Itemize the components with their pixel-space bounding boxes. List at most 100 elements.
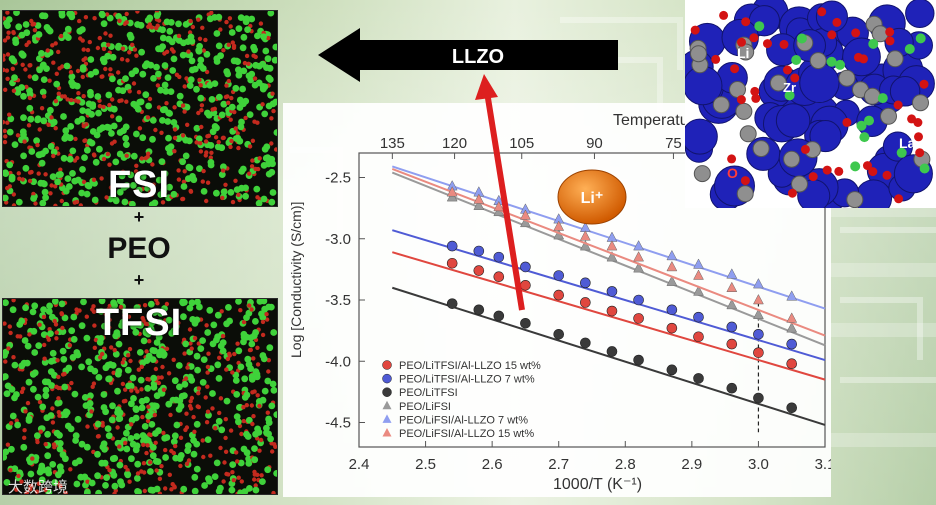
data-point xyxy=(666,260,678,272)
top-tick-label: 105 xyxy=(509,135,534,152)
x-axis-label: 1000/T (K⁻¹) xyxy=(553,476,642,493)
fit-line xyxy=(391,165,826,310)
fit-line xyxy=(391,167,826,337)
data-point xyxy=(753,347,764,358)
tfsi-label: TFSI xyxy=(95,302,183,344)
top-tick-label: 120 xyxy=(442,135,467,152)
data-point xyxy=(693,285,704,296)
red-up-arrow xyxy=(475,74,525,311)
data-point xyxy=(579,230,591,241)
x-tick-label: 2.5 xyxy=(415,456,436,473)
data-point xyxy=(473,193,485,204)
legend-label: PEO/LiFSI/Al-LLZO 15 wt% xyxy=(399,428,534,440)
watermark: 大数跨境 xyxy=(8,478,69,496)
y-axis-label: Log [Conductivity (S/cm)] xyxy=(288,202,304,358)
crystal-atoms: Li Zr La O xyxy=(679,0,935,217)
fit-line xyxy=(392,251,826,381)
data-point xyxy=(693,373,704,384)
llzo-arrow: LLZO xyxy=(318,28,618,82)
data-point xyxy=(580,297,591,308)
data-point xyxy=(473,304,485,316)
data-point xyxy=(579,240,591,251)
o-atom-label: O xyxy=(727,165,738,181)
data-point xyxy=(446,240,458,252)
li-ion-label: Li⁺ xyxy=(581,190,604,207)
data-point xyxy=(606,240,618,251)
fsi-molecule-dots xyxy=(3,11,277,206)
legend-label: PEO/LiTFSI/Al-LLZO 7 wt% xyxy=(399,374,535,386)
data-point xyxy=(693,269,704,280)
top-tick-label: 135 xyxy=(380,135,405,152)
red-arrow-shaft xyxy=(484,91,525,311)
data-point xyxy=(633,313,644,324)
llzo-label: LLZO xyxy=(452,46,504,68)
data-point xyxy=(786,290,798,301)
data-point xyxy=(786,358,798,370)
data-point xyxy=(753,278,764,289)
x-tick-label: 2.6 xyxy=(482,456,503,473)
data-point xyxy=(633,294,644,306)
tfsi-molecule-dots xyxy=(3,299,277,494)
legend-marker xyxy=(382,428,392,437)
left-arrow-icon xyxy=(318,28,618,82)
legend-marker xyxy=(382,360,392,370)
data-point xyxy=(726,268,738,279)
data-point xyxy=(580,337,591,349)
plus-sign-2: + xyxy=(133,270,145,290)
data-point xyxy=(753,392,764,404)
x-tick-label: 2.4 xyxy=(349,456,370,473)
data-point xyxy=(726,382,738,394)
y-tick-label: -4.0 xyxy=(325,353,351,370)
data-point xyxy=(693,311,704,323)
data-point xyxy=(473,245,485,257)
data-point xyxy=(666,249,678,261)
data-point xyxy=(633,262,645,273)
data-point xyxy=(493,310,505,322)
y-tick-label: -3.0 xyxy=(325,231,351,248)
data-point xyxy=(520,261,531,273)
peo-label: PEO xyxy=(107,232,171,265)
legend-marker xyxy=(382,414,392,423)
data-point xyxy=(446,298,458,309)
legend-marker xyxy=(382,387,392,397)
data-point xyxy=(446,257,458,269)
top-tick-label: 75 xyxy=(665,135,682,152)
data-point xyxy=(726,281,738,292)
data-point xyxy=(633,251,645,262)
legend-marker xyxy=(382,400,392,410)
x-tick-label: 3.1 xyxy=(815,456,831,473)
data-point xyxy=(606,251,618,262)
legend-label: PEO/LiFSI/Al-LLZO 7 wt% xyxy=(399,414,528,426)
data-point xyxy=(446,186,458,197)
up-arrow-icon xyxy=(475,74,498,100)
data-point xyxy=(520,209,531,220)
data-point xyxy=(666,304,678,316)
legend-label: PEO/LiFSI xyxy=(399,401,451,413)
y-tick-label: -3.5 xyxy=(325,292,351,309)
data-point xyxy=(726,298,738,310)
data-point xyxy=(553,289,565,301)
data-point xyxy=(493,251,505,263)
data-point xyxy=(786,322,798,333)
data-point xyxy=(753,293,764,305)
data-point xyxy=(786,312,798,323)
data-point xyxy=(753,308,764,319)
data-point xyxy=(633,354,644,366)
zr-atom-label: Zr xyxy=(783,80,796,95)
data-point xyxy=(606,286,618,297)
plus-sign-1: + xyxy=(133,207,145,227)
la-atom-label: La xyxy=(899,135,916,151)
data-point xyxy=(633,240,645,251)
data-point xyxy=(493,200,505,212)
data-point xyxy=(726,338,738,350)
data-point xyxy=(606,346,618,357)
data-point xyxy=(473,199,485,210)
legend-marker xyxy=(382,373,392,384)
fit-line xyxy=(391,286,826,426)
tfsi-simulation-panel xyxy=(2,298,278,495)
llzo-crystal-structure: Li Zr La O xyxy=(679,0,936,217)
data-point xyxy=(473,265,485,276)
data-point xyxy=(553,270,565,281)
data-point xyxy=(693,331,704,343)
data-point xyxy=(580,277,591,289)
